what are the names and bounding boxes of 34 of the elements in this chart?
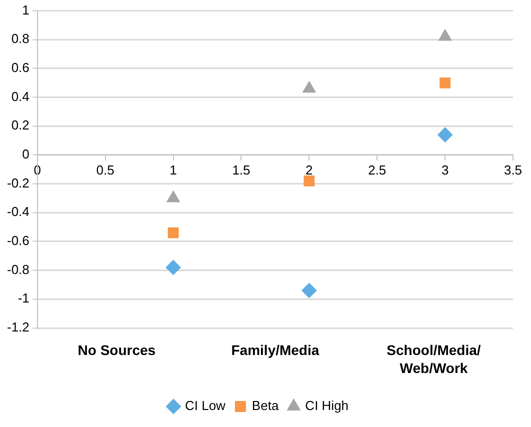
point: [302, 283, 317, 298]
text: School/Media/Web/Work: [386, 342, 481, 376]
point: [166, 260, 181, 275]
legend-label: CI Low: [184, 398, 226, 414]
y-tick-label: -0.8: [6, 262, 30, 277]
x-tick-label: 3.5: [504, 162, 522, 178]
y-tick-label: -0.4: [6, 204, 30, 220]
x-tick-label: 2: [306, 162, 313, 178]
point: [438, 29, 452, 41]
y-tick-label: 0.6: [11, 60, 30, 76]
y-tick-label: 0.8: [11, 31, 30, 46]
x-tick-label: 3: [441, 162, 449, 178]
y-tick-label: 0.4: [11, 88, 30, 104]
x-tick-label: 1.5: [232, 162, 250, 178]
point: [438, 127, 453, 142]
x-tick-label: 2.5: [368, 162, 386, 178]
point: [440, 77, 451, 88]
point: [168, 227, 179, 238]
y-tick-label: -0.2: [6, 175, 30, 190]
y-tick-label: -0.6: [6, 233, 30, 248]
text: Family/Media: [231, 342, 320, 358]
y-tick-label: -1: [18, 290, 30, 306]
point: [304, 175, 315, 186]
x-tick-label: 0.5: [96, 162, 114, 178]
point: [166, 190, 180, 202]
y-tick-label: 1: [22, 2, 30, 18]
y-tick-label: 0.2: [11, 118, 30, 133]
point: [302, 81, 316, 93]
text: No Sources: [78, 342, 156, 358]
y-tick-label: 0: [22, 146, 30, 162]
legend-label: CI High: [305, 398, 349, 414]
legend-label: Beta: [252, 398, 280, 414]
x-tick-label: 1: [170, 162, 177, 178]
y-tick-label: -1.2: [6, 320, 30, 335]
